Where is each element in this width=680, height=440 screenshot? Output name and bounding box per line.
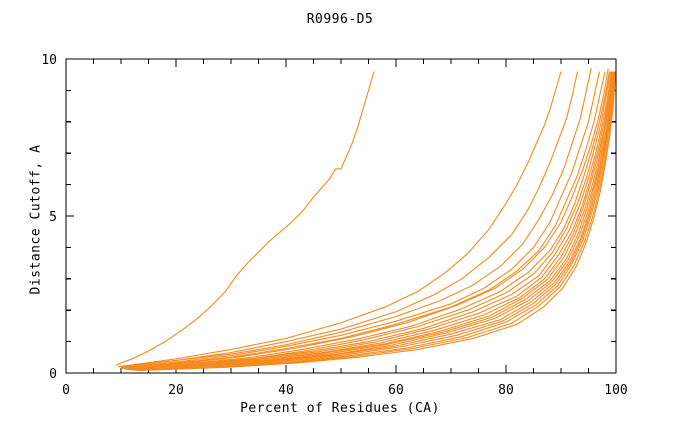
data-series-layer xyxy=(115,68,616,372)
x-tick-label: 40 xyxy=(278,383,294,398)
data-curve xyxy=(120,68,592,368)
y-tick-label: 0 xyxy=(49,367,57,382)
data-curve xyxy=(123,71,612,370)
x-tick-label: 20 xyxy=(168,383,184,398)
data-curve xyxy=(131,71,615,371)
x-tick-label: 0 xyxy=(62,383,70,398)
axis-ticks xyxy=(65,58,617,374)
data-curve xyxy=(120,71,606,369)
data-curve xyxy=(118,71,579,368)
data-curve xyxy=(126,71,613,370)
page-title: R0996-D5 xyxy=(306,12,374,27)
axis-tick-labels: 0 20 40 60 80 100 0 5 10 xyxy=(41,53,627,398)
x-tick-label: 80 xyxy=(498,383,514,398)
y-tick-label: 5 xyxy=(49,210,57,225)
y-axis-label: Distance Cutoff, A xyxy=(28,144,44,295)
x-tick-label: 60 xyxy=(388,383,404,398)
data-curve xyxy=(115,71,375,366)
data-curve xyxy=(126,71,614,371)
data-curve xyxy=(120,71,601,368)
plot-frame xyxy=(65,58,617,374)
data-curve xyxy=(129,71,615,371)
data-curve xyxy=(137,71,616,372)
data-curve xyxy=(140,71,616,372)
data-curve xyxy=(134,71,615,371)
data-curve xyxy=(118,71,562,368)
data-curve xyxy=(123,71,610,370)
data-curve xyxy=(131,71,615,371)
data-curve xyxy=(120,68,609,369)
data-curve xyxy=(129,71,614,371)
y-tick-label: 10 xyxy=(41,53,57,68)
data-curve xyxy=(137,71,616,371)
x-tick-label: 100 xyxy=(604,383,627,398)
x-axis-label: Percent of Residues (CA) xyxy=(240,401,440,416)
data-curve xyxy=(126,71,613,370)
